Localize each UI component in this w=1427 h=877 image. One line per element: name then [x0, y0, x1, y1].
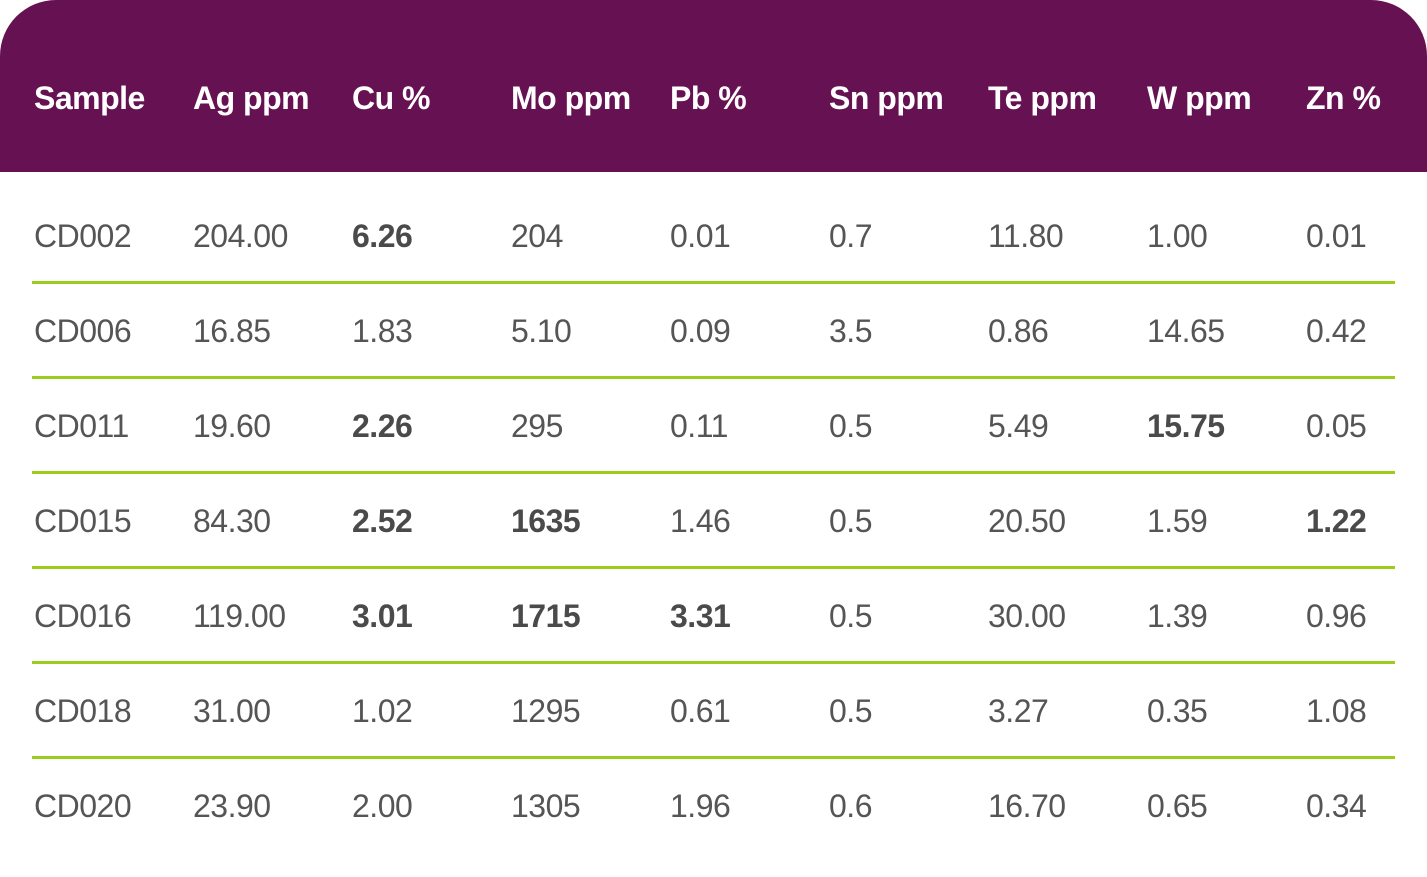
cell-ag-ppm: 19.60	[193, 408, 271, 444]
cell-mo-ppm: 295	[511, 408, 563, 444]
cell-ag-ppm: 84.30	[193, 503, 271, 539]
cell-ag-ppm: 204.00	[193, 218, 288, 254]
cell-te-ppm: 30.00	[988, 598, 1066, 634]
cell-sn-ppm: 0.5	[829, 408, 872, 444]
row-divider	[32, 281, 1395, 284]
cell-pb-percent: 0.61	[670, 693, 731, 729]
cell-pb-percent: 3.31	[670, 598, 731, 634]
cell-sn-ppm: 0.7	[829, 218, 872, 254]
cell-cu-percent: 3.01	[352, 598, 413, 634]
column-header-ag-ppm: Ag ppm	[193, 80, 310, 116]
cell-w-ppm: 15.75	[1147, 408, 1225, 444]
cell-zn-percent: 0.42	[1306, 313, 1367, 349]
table-row: CD018 31.00 1.02 1295 0.61 0.5 3.27 0.35 1.08	[0, 663, 1427, 758]
cell-pb-percent: 0.01	[670, 218, 731, 254]
table-row: CD006 16.85 1.83 5.10 0.09 3.5 0.86 14.65 0.42	[0, 283, 1427, 378]
cell-w-ppm: 1.00	[1147, 218, 1208, 254]
cell-mo-ppm: 1305	[511, 788, 581, 824]
row-divider	[32, 661, 1395, 664]
cell-te-ppm: 20.50	[988, 503, 1066, 539]
cell-pb-percent: 0.09	[670, 313, 731, 349]
cell-sample: CD015	[34, 503, 132, 539]
cell-ag-ppm: 23.90	[193, 788, 271, 824]
table-header: Sample Ag ppm Cu % Mo ppm Pb % Sn ppm Te…	[0, 0, 1427, 172]
cell-sample: CD018	[34, 693, 132, 729]
cell-mo-ppm: 1295	[511, 693, 581, 729]
cell-sn-ppm: 3.5	[829, 313, 872, 349]
cell-zn-percent: 0.01	[1306, 218, 1367, 254]
cell-cu-percent: 2.00	[352, 788, 413, 824]
cell-zn-percent: 0.34	[1306, 788, 1367, 824]
cell-w-ppm: 14.65	[1147, 313, 1225, 349]
cell-te-ppm: 5.49	[988, 408, 1049, 444]
table-row: CD002 204.00 6.26 204 0.01 0.7 11.80 1.00 0.01	[0, 188, 1427, 283]
cell-zn-percent: 0.05	[1306, 408, 1367, 444]
cell-zn-percent: 1.08	[1306, 693, 1367, 729]
column-header-mo-ppm: Mo ppm	[511, 80, 631, 116]
cell-cu-percent: 1.02	[352, 693, 413, 729]
cell-cu-percent: 2.52	[352, 503, 413, 539]
cell-zn-percent: 0.96	[1306, 598, 1367, 634]
cell-mo-ppm: 1715	[511, 598, 581, 634]
cell-sample: CD011	[34, 408, 129, 444]
cell-te-ppm: 11.80	[988, 218, 1064, 254]
row-divider	[32, 756, 1395, 759]
table-row: CD011 19.60 2.26 295 0.11 0.5 5.49 15.75 0.05	[0, 378, 1427, 473]
row-divider	[32, 566, 1395, 569]
cell-sn-ppm: 0.5	[829, 693, 872, 729]
cell-w-ppm: 1.59	[1147, 503, 1208, 539]
cell-ag-ppm: 16.85	[193, 313, 271, 349]
column-header-pb-percent: Pb %	[670, 80, 747, 116]
cell-sn-ppm: 0.5	[829, 503, 872, 539]
cell-cu-percent: 6.26	[352, 218, 413, 254]
cell-pb-percent: 0.11	[670, 408, 728, 444]
column-header-zn-percent: Zn %	[1306, 80, 1381, 116]
table-row: CD016 119.00 3.01 1715 3.31 0.5 30.00 1.39 0.96	[0, 568, 1427, 663]
cell-pb-percent: 1.46	[670, 503, 731, 539]
cell-ag-ppm: 31.00	[193, 693, 271, 729]
cell-mo-ppm: 5.10	[511, 313, 572, 349]
cell-sn-ppm: 0.6	[829, 788, 872, 824]
column-header-te-ppm: Te ppm	[988, 80, 1097, 116]
cell-sample: CD020	[34, 788, 132, 824]
cell-pb-percent: 1.96	[670, 788, 731, 824]
row-divider	[32, 376, 1395, 379]
cell-mo-ppm: 204	[511, 218, 563, 254]
cell-sn-ppm: 0.5	[829, 598, 872, 634]
cell-mo-ppm: 1635	[511, 503, 581, 539]
cell-te-ppm: 16.70	[988, 788, 1066, 824]
cell-sample: CD006	[34, 313, 132, 349]
cell-te-ppm: 3.27	[988, 693, 1049, 729]
column-header-sample: Sample	[34, 80, 145, 116]
column-header-sn-ppm: Sn ppm	[829, 80, 944, 116]
cell-sample: CD002	[34, 218, 132, 254]
cell-w-ppm: 0.65	[1147, 788, 1208, 824]
cell-ag-ppm: 119.00	[193, 598, 286, 634]
table-row: CD015 84.30 2.52 1635 1.46 0.5 20.50 1.59 1.22	[0, 473, 1427, 568]
column-header-cu-percent: Cu %	[352, 80, 431, 116]
cell-cu-percent: 1.83	[352, 313, 413, 349]
cell-cu-percent: 2.26	[352, 408, 413, 444]
cell-w-ppm: 0.35	[1147, 693, 1208, 729]
cell-te-ppm: 0.86	[988, 313, 1049, 349]
table-row: CD020 23.90 2.00 1305 1.96 0.6 16.70 0.65 0.34	[0, 758, 1427, 853]
column-header-w-ppm: W ppm	[1147, 80, 1252, 116]
cell-w-ppm: 1.39	[1147, 598, 1208, 634]
cell-zn-percent: 1.22	[1306, 503, 1367, 539]
cell-sample: CD016	[34, 598, 132, 634]
row-divider	[32, 471, 1395, 474]
